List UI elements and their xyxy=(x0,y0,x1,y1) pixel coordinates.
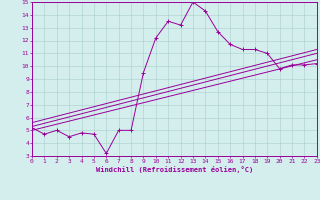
X-axis label: Windchill (Refroidissement éolien,°C): Windchill (Refroidissement éolien,°C) xyxy=(96,166,253,173)
